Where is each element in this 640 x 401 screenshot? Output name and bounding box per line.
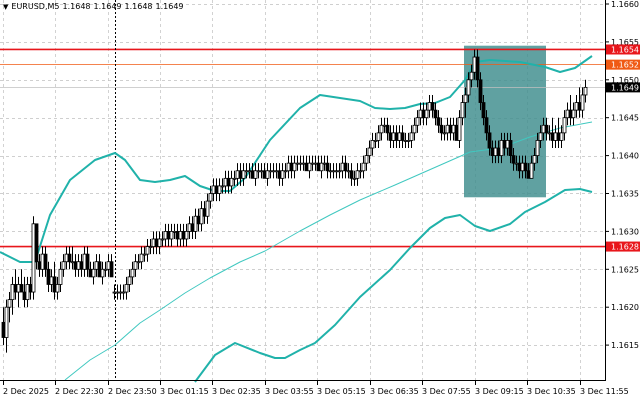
price-label: 1.1645 — [611, 114, 639, 123]
time-label: 3 Dec 09:15 — [475, 387, 524, 396]
symbol-label: EURUSD,M5 — [11, 2, 60, 11]
price-label: 1.1655 — [611, 38, 639, 47]
bollinger-upper-line — [0, 55, 593, 263]
price-badge-label: 1.1649 — [611, 83, 639, 92]
price-badge[interactable] — [606, 44, 640, 55]
time-label: 3 Dec 05:15 — [317, 387, 366, 396]
time-label: 3 Dec 01:15 — [160, 387, 209, 396]
time-label: 2 Dec 22:30 — [55, 387, 104, 396]
triangle-down-icon[interactable]: ▼ — [3, 2, 9, 11]
candlesticks — [1, 49, 588, 353]
time-label: 3 Dec 11:55 — [580, 387, 629, 396]
high-value: 1.1649 — [93, 2, 122, 11]
price-badge[interactable] — [606, 59, 640, 70]
price-badge-label: 1.1652 — [611, 61, 639, 70]
horizontal-levels[interactable] — [0, 48, 605, 248]
time-axis[interactable]: 2 Dec 2025 2 Dec 22:30 2 Dec 23:50 3 Dec 01… — [3, 380, 629, 396]
price-badge-label: 1.1628 — [611, 243, 639, 252]
chart-header: ▼ EURUSD,M5 1.1648 1.1649 1.1648 1.1649 — [3, 2, 184, 11]
price-label: 1.1625 — [611, 265, 639, 274]
time-label: 3 Dec 03:55 — [265, 387, 314, 396]
price-label: 1.1650 — [611, 76, 639, 85]
time-label: 2 Dec 2025 — [3, 387, 49, 396]
price-label: 1.1660 — [611, 0, 639, 9]
price-label: 1.1615 — [611, 341, 639, 350]
price-axis[interactable]: 1.1660 1.1655 1.1650 1.1645 1.1640 1.1635 1.16… — [605, 0, 640, 350]
price-label: 1.1620 — [611, 303, 639, 312]
price-badge[interactable] — [606, 241, 640, 252]
low-value: 1.1648 — [124, 2, 153, 11]
time-label: 3 Dec 07:55 — [422, 387, 471, 396]
price-badge[interactable] — [606, 82, 640, 93]
price-badge-label: 1.1654 — [611, 45, 639, 54]
time-label: 3 Dec 02:35 — [212, 387, 261, 396]
price-label: 1.1640 — [611, 152, 639, 161]
time-label: 3 Dec 10:35 — [527, 387, 576, 396]
price-label: 1.1630 — [611, 227, 639, 236]
bollinger-lower-line — [194, 188, 593, 383]
close-value: 1.1649 — [155, 2, 184, 11]
bid-value: 1.1648 — [62, 2, 91, 11]
time-label: 3 Dec 06:35 — [370, 387, 419, 396]
price-label: 1.1635 — [611, 190, 639, 199]
time-label: 2 Dec 23:50 — [108, 387, 157, 396]
